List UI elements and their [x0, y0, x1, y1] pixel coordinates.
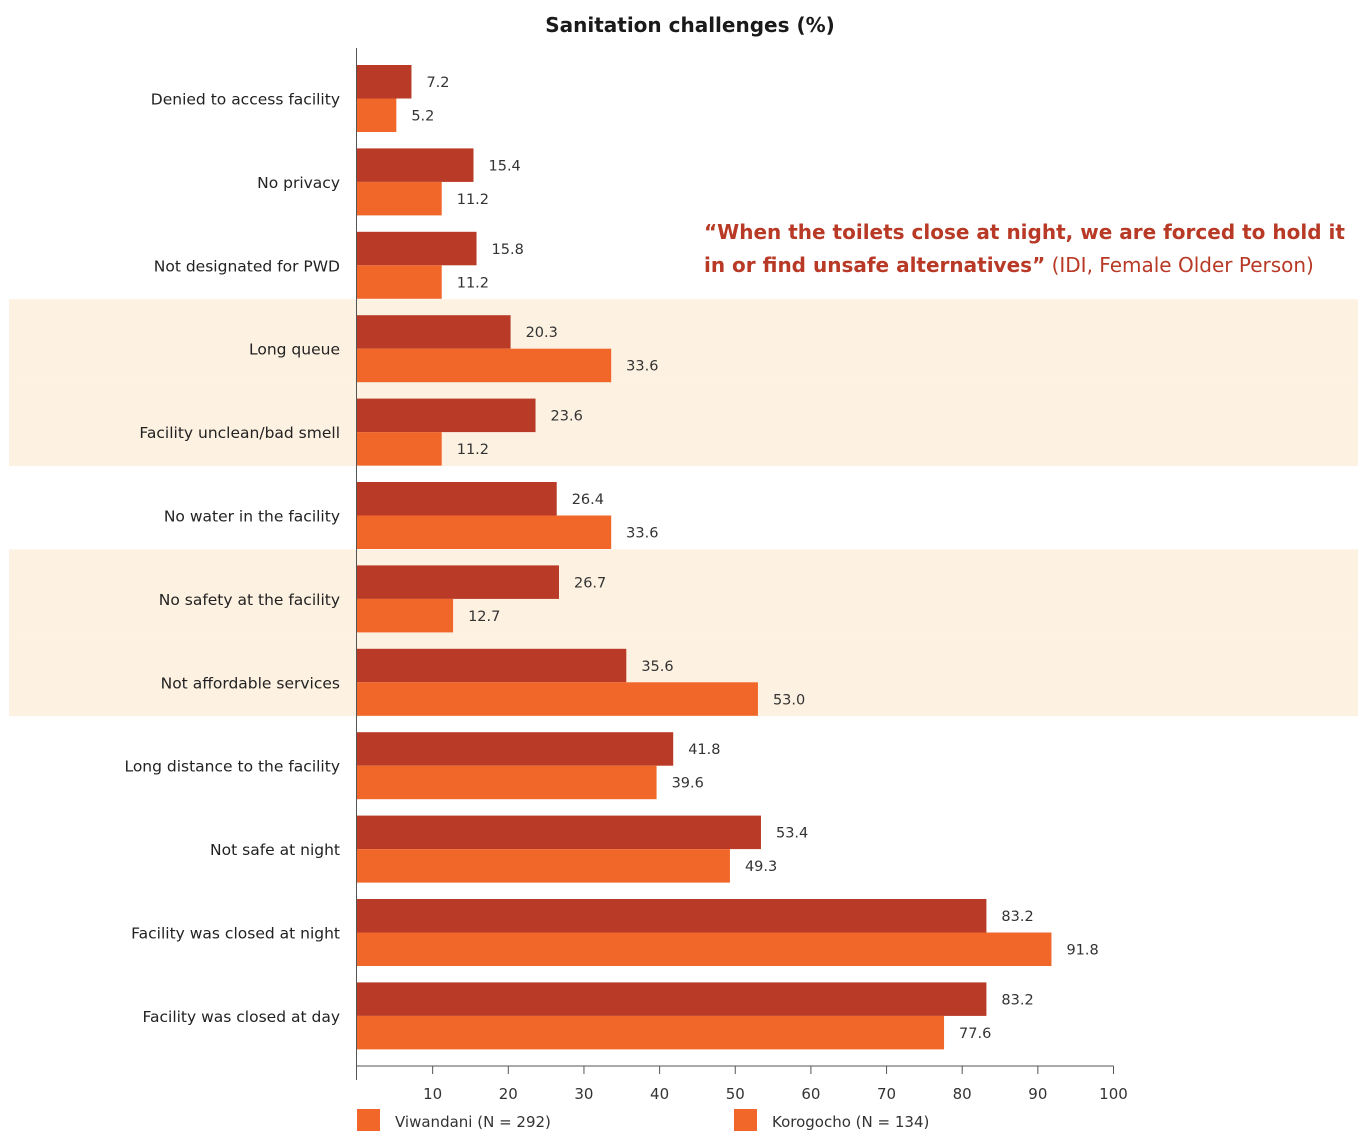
category-label: Denied to access facility	[151, 91, 340, 109]
bar-korogocho	[357, 598, 454, 633]
category-label: Facility was closed at night	[131, 925, 340, 943]
legend-label: Korogocho (N = 134)	[772, 1113, 929, 1131]
quote-source: (IDI, Female Older Person)	[1051, 253, 1314, 277]
bar-viwandani	[357, 732, 674, 766]
bar-viwandani	[357, 65, 412, 99]
chart-title: Sanitation challenges (%)	[545, 13, 835, 37]
value-label: 12.7	[468, 609, 500, 625]
category-label: No safety at the facility	[159, 591, 340, 609]
bar-korogocho	[357, 432, 442, 466]
value-label: 91.8	[1066, 943, 1098, 959]
axes: 10 20 30 40 50 60 70 80 90 100	[356, 48, 1128, 1103]
x-tick-label: 10	[423, 1085, 442, 1103]
bar-viwandani	[357, 482, 557, 516]
category-label: No water in the facility	[164, 508, 340, 526]
value-label: 49.3	[745, 859, 777, 875]
bar-korogocho	[357, 515, 612, 549]
bar-korogocho	[357, 181, 442, 216]
value-label: 11.2	[457, 192, 489, 208]
bar-korogocho	[357, 348, 612, 383]
value-label: 20.3	[526, 325, 558, 341]
x-tick-label: 40	[650, 1085, 669, 1103]
value-label: 23.6	[551, 409, 583, 425]
category-label: Long queue	[249, 341, 340, 359]
bar-viwandani	[357, 982, 987, 1016]
value-label: 33.6	[626, 359, 658, 375]
value-labels: 7.2 5.2 15.4 11.2 15.8 11.2 20.3 33.6 23.6 11.2 26…	[411, 75, 1098, 1042]
highlight-bands	[9, 299, 1358, 717]
value-label: 26.4	[572, 492, 604, 508]
quote-callout: “When the toilets close at night, we are…	[704, 216, 1358, 282]
x-tick-label: 30	[574, 1085, 593, 1103]
value-label: 15.8	[492, 242, 524, 258]
legend-swatch	[734, 1109, 757, 1131]
category-label: Long distance to the facility	[124, 758, 340, 776]
quote-text: “When the toilets close at night, we are…	[704, 220, 1345, 277]
legend-swatch	[357, 1109, 380, 1131]
bar-viwandani	[357, 899, 987, 933]
bars	[357, 65, 1052, 1050]
bar-korogocho	[357, 1015, 945, 1050]
value-label: 83.2	[1001, 909, 1033, 925]
bar-korogocho	[357, 98, 397, 132]
legend: Viwandani (N = 292) Korogocho (N = 134)	[357, 1109, 929, 1131]
value-label: 53.4	[776, 826, 808, 842]
value-label: 39.6	[672, 776, 704, 792]
category-label: No privacy	[257, 174, 340, 192]
x-tick-label: 70	[877, 1085, 896, 1103]
highlight-band	[9, 299, 1358, 383]
category-label: Facility was closed at day	[143, 1008, 341, 1026]
value-label: 15.4	[489, 158, 521, 174]
value-label: 26.7	[574, 575, 606, 591]
value-label: 35.6	[641, 659, 673, 675]
highlight-band	[9, 549, 1358, 633]
category-label: Not safe at night	[210, 841, 340, 859]
bar-viwandani	[357, 148, 474, 182]
bar-korogocho	[357, 265, 442, 299]
highlight-band	[9, 382, 1358, 466]
x-tick-label: 60	[801, 1085, 820, 1103]
category-labels: Denied to access facility No privacy Not d…	[124, 91, 340, 1026]
legend-label: Viwandani (N = 292)	[395, 1113, 551, 1131]
bar-viwandani	[357, 231, 477, 266]
bar-korogocho	[357, 849, 730, 883]
bar-korogocho	[357, 765, 657, 800]
bar-viwandani	[357, 565, 559, 599]
value-label: 83.2	[1001, 992, 1033, 1008]
bar-viwandani	[357, 815, 761, 850]
category-label: Not affordable services	[161, 674, 340, 692]
x-tick-label: 50	[726, 1085, 745, 1103]
x-tick-label: 20	[499, 1085, 518, 1103]
value-label: 11.2	[457, 275, 489, 291]
value-label: 41.8	[688, 742, 720, 758]
bar-viwandani	[357, 315, 511, 349]
value-label: 33.6	[626, 526, 658, 542]
bar-viwandani	[357, 648, 627, 683]
value-label: 7.2	[426, 75, 449, 91]
category-label: Facility unclean/bad smell	[139, 424, 340, 442]
bar-viwandani	[357, 398, 536, 433]
bar-korogocho	[357, 682, 758, 716]
value-label: 53.0	[773, 692, 805, 708]
value-label: 5.2	[411, 109, 434, 125]
x-tick-label: 100	[1099, 1085, 1128, 1103]
bar-korogocho	[357, 932, 1052, 966]
value-label: 11.2	[457, 442, 489, 458]
x-tick-label: 90	[1028, 1085, 1047, 1103]
category-label: Not designated for PWD	[154, 257, 340, 275]
value-label: 77.6	[959, 1026, 991, 1042]
x-tick-label: 80	[953, 1085, 972, 1103]
